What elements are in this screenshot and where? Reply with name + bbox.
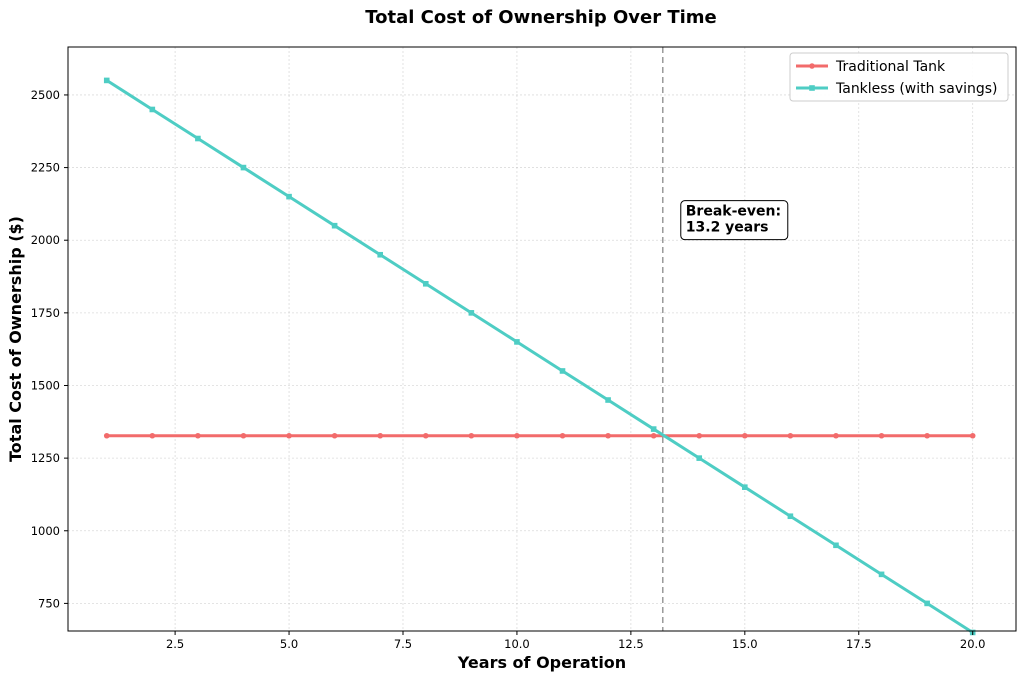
legend: Traditional Tank Tankless (with savings) xyxy=(789,52,1009,102)
y-tick-label: 1000 xyxy=(31,524,60,538)
data-point-tankless-with-savings xyxy=(559,368,566,374)
data-point-traditional-tank xyxy=(787,432,794,439)
legend-label-traditional-tank: Traditional Tank xyxy=(835,59,946,75)
data-point-traditional-tank xyxy=(696,432,703,439)
y-tick-label: 2000 xyxy=(31,233,60,247)
series-line-tankless-with-savings xyxy=(105,79,974,634)
legend-frame xyxy=(789,52,1009,102)
data-point-traditional-tank xyxy=(514,432,520,439)
data-point-tankless-with-savings xyxy=(605,397,611,403)
legend-marker-tankless xyxy=(809,85,815,91)
data-point-tankless-with-savings xyxy=(195,135,201,142)
series-layer xyxy=(103,77,976,636)
plot-frame xyxy=(67,46,1017,632)
data-point-traditional-tank xyxy=(103,432,110,439)
data-point-traditional-tank xyxy=(559,432,566,439)
y-axis-label: Total Cost of Ownership ($) xyxy=(6,216,25,462)
break-even-label-line1: Break-even: xyxy=(686,204,781,220)
legend-marker-traditional-tank xyxy=(809,63,815,69)
data-point-tankless-with-savings xyxy=(149,106,156,113)
y-tick-label: 1750 xyxy=(31,306,60,320)
x-tick-label: 17.5 xyxy=(846,637,872,651)
data-point-tankless-with-savings xyxy=(422,280,429,287)
data-point-traditional-tank xyxy=(878,432,885,439)
data-point-traditional-tank xyxy=(605,432,611,439)
data-point-traditional-tank xyxy=(377,432,384,439)
data-point-traditional-tank xyxy=(422,432,429,439)
data-point-traditional-tank xyxy=(331,432,338,439)
x-tick-label: 2.5 xyxy=(166,637,184,651)
break-even-label-box xyxy=(680,200,789,241)
data-point-tankless-with-savings xyxy=(240,164,247,171)
data-point-traditional-tank xyxy=(195,432,201,439)
break-even-annotation: Break-even: 13.2 years xyxy=(662,47,789,631)
x-tick-label: 15.0 xyxy=(732,637,758,651)
data-point-traditional-tank xyxy=(650,432,657,439)
data-point-traditional-tank xyxy=(286,432,292,439)
legend-label-tankless: Tankless (with savings) xyxy=(835,81,998,97)
data-point-tankless-with-savings xyxy=(833,542,839,549)
data-point-traditional-tank xyxy=(468,432,475,439)
data-point-traditional-tank xyxy=(742,432,748,439)
x-tick-label: 5.0 xyxy=(280,637,298,651)
data-point-tankless-with-savings xyxy=(787,513,794,520)
data-point-tankless-with-savings xyxy=(286,193,292,200)
x-axis-label: Years of Operation xyxy=(457,653,626,672)
data-point-traditional-tank xyxy=(149,432,156,439)
data-point-traditional-tank xyxy=(833,432,839,439)
chart-title: Total Cost of Ownership Over Time xyxy=(365,7,717,28)
y-tick-label: 1500 xyxy=(31,378,60,392)
x-tick-label: 7.5 xyxy=(394,637,412,651)
data-point-traditional-tank xyxy=(969,432,976,439)
x-tick-label: 20.0 xyxy=(960,637,986,651)
data-point-traditional-tank xyxy=(240,432,247,439)
data-point-traditional-tank xyxy=(924,432,930,439)
y-tick-label: 750 xyxy=(38,596,60,610)
data-point-tankless-with-savings xyxy=(924,600,930,607)
y-tick-label: 2250 xyxy=(31,161,60,175)
data-point-tankless-with-savings xyxy=(878,571,885,578)
data-point-tankless-with-savings xyxy=(331,222,338,229)
x-axis-ticks: 2.5 5.0 7.5 10.0 12.5 15.0 17.5 20.0 xyxy=(166,631,986,651)
series-traditional-tank xyxy=(103,432,976,439)
data-point-tankless-with-savings xyxy=(514,339,520,345)
data-point-tankless-with-savings xyxy=(103,77,110,84)
y-tick-label: 2500 xyxy=(31,88,60,102)
break-even-label-line2: 13.2 years xyxy=(686,220,769,236)
y-axis-ticks: 750 1000 1250 1500 1750 2000 2250 2500 xyxy=(31,88,68,610)
y-tick-label: 1250 xyxy=(31,451,60,465)
x-tick-label: 10.0 xyxy=(504,637,530,651)
data-point-tankless-with-savings xyxy=(377,251,384,258)
data-point-tankless-with-savings xyxy=(468,310,475,316)
x-tick-label: 12.5 xyxy=(618,637,644,651)
series-tankless-with-savings xyxy=(103,77,976,636)
data-point-tankless-with-savings xyxy=(742,484,748,490)
grid xyxy=(68,47,1016,631)
data-point-tankless-with-savings xyxy=(696,455,703,461)
data-point-tankless-with-savings xyxy=(650,426,657,432)
